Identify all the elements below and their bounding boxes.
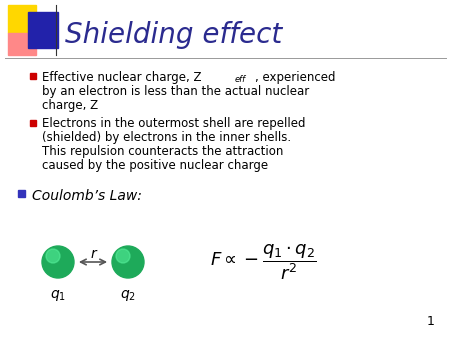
Bar	[18, 190, 25, 197]
Bar	[8, 33, 36, 55]
Circle shape	[46, 249, 60, 263]
Text: Effective nuclear charge, Z: Effective nuclear charge, Z	[42, 71, 202, 83]
Circle shape	[42, 246, 74, 278]
Text: (shielded) by electrons in the inner shells.: (shielded) by electrons in the inner she…	[42, 131, 291, 145]
Text: 1: 1	[427, 315, 435, 328]
Bar	[30, 73, 36, 79]
Text: by an electron is less than the actual nuclear: by an electron is less than the actual n…	[42, 84, 309, 97]
Text: r: r	[90, 247, 96, 261]
Text: caused by the positive nuclear charge: caused by the positive nuclear charge	[42, 160, 268, 172]
Text: charge, Z: charge, Z	[42, 98, 98, 112]
Bar	[30, 120, 36, 126]
Circle shape	[112, 246, 144, 278]
Circle shape	[116, 249, 130, 263]
Text: This repulsion counteracts the attraction: This repulsion counteracts the attractio…	[42, 145, 284, 159]
Bar	[28, 12, 58, 48]
Text: Shielding effect: Shielding effect	[65, 21, 282, 49]
Text: Electrons in the outermost shell are repelled: Electrons in the outermost shell are rep…	[42, 118, 306, 130]
Bar	[8, 5, 36, 33]
Text: $F \propto -\dfrac{q_1 \cdot q_2}{r^2}$: $F \propto -\dfrac{q_1 \cdot q_2}{r^2}$	[210, 242, 317, 282]
Text: $q_1$: $q_1$	[50, 288, 66, 303]
Text: Coulomb’s Law:: Coulomb’s Law:	[32, 189, 142, 203]
Text: eff: eff	[235, 75, 246, 84]
Text: , experienced: , experienced	[255, 71, 336, 83]
Text: $q_2$: $q_2$	[120, 288, 136, 303]
